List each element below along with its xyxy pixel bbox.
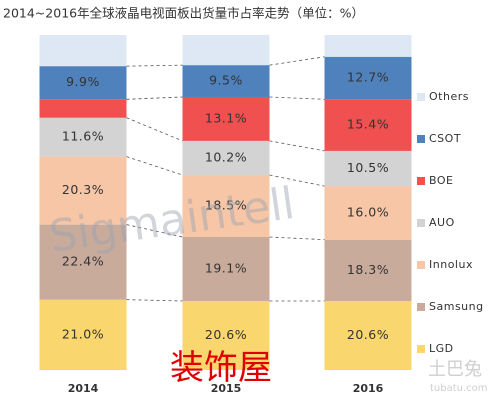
legend-label: CSOT (429, 132, 461, 145)
legend-label: BOE (429, 174, 453, 187)
bar-segment (182, 96, 270, 141)
value-label: 18.5% (205, 198, 247, 213)
legend-swatch (417, 135, 425, 143)
connector (126, 96, 183, 100)
connector (126, 117, 183, 142)
bar-segment (324, 300, 412, 370)
connector (126, 64, 183, 67)
bar-segment (324, 35, 412, 57)
value-label: 16.0% (347, 204, 389, 219)
legend-swatch (417, 261, 425, 269)
bar-segment (39, 35, 127, 67)
connector (269, 56, 325, 66)
value-label: 15.4% (347, 117, 389, 132)
value-label: 10.2% (205, 149, 247, 164)
legend-swatch (417, 93, 425, 101)
bar-segment (182, 65, 270, 97)
bar-segment (182, 237, 270, 301)
value-label: 13.1% (205, 110, 247, 125)
bar-segment (324, 99, 412, 151)
value-label: 21.0% (62, 326, 104, 341)
bar-segment (324, 150, 412, 187)
bar-segment (39, 224, 127, 300)
bar-segment (39, 156, 127, 225)
value-label: 20.3% (62, 182, 104, 197)
value-label: 22.4% (62, 254, 104, 269)
bar-segment (324, 239, 412, 301)
plot: 21.0% 22.4% 20.3% 11.6% 9.9% 2014 20.6% 19.1% 18… (39, 35, 484, 395)
value-label: 11.6% (62, 129, 104, 144)
x-tick-label: 2014 (68, 382, 99, 395)
legend-swatch (417, 219, 425, 227)
bar-segment (324, 186, 412, 240)
watermark: 装饰屋 (170, 348, 272, 388)
legend-label: Innolux (429, 258, 473, 271)
legend-label: LGD (429, 342, 454, 355)
bar-segment (182, 300, 270, 370)
value-label: 20.6% (347, 327, 389, 342)
value-label: 19.1% (205, 260, 247, 275)
connector (126, 156, 183, 176)
bar-segment (182, 175, 270, 238)
value-label: 10.5% (347, 160, 389, 175)
value-label: 20.6% (205, 327, 247, 342)
connector (269, 236, 325, 241)
connector (269, 140, 325, 152)
chart-title: 2014~2016年全球液晶电视面板出货量市占率走势（单位：%） (3, 6, 364, 21)
bar-segment (39, 299, 127, 370)
bar-segment (39, 117, 127, 157)
connector (269, 96, 325, 100)
bar-segment (39, 66, 127, 100)
bar-segment (39, 99, 127, 118)
value-label: 12.7% (347, 70, 389, 85)
value-label: 18.3% (347, 262, 389, 277)
legend-swatch (417, 303, 425, 311)
legend-label: Others (429, 90, 469, 103)
bar-segment (324, 56, 412, 100)
legend-swatch (417, 177, 425, 185)
x-tick-label: 2016 (353, 382, 384, 395)
watermark: tubatu.com (430, 383, 488, 394)
x-tick-label: 2015 (211, 382, 242, 395)
watermark: 土巴兔 (428, 359, 482, 380)
value-label: 9.9% (66, 74, 100, 89)
bar-segment (182, 140, 270, 176)
legend-swatch (417, 345, 425, 353)
value-label: 9.5% (209, 73, 243, 88)
bar-segment (182, 35, 270, 66)
legend-label: Samsung (429, 300, 484, 313)
connector (126, 299, 183, 302)
legend-label: AUO (429, 216, 455, 229)
